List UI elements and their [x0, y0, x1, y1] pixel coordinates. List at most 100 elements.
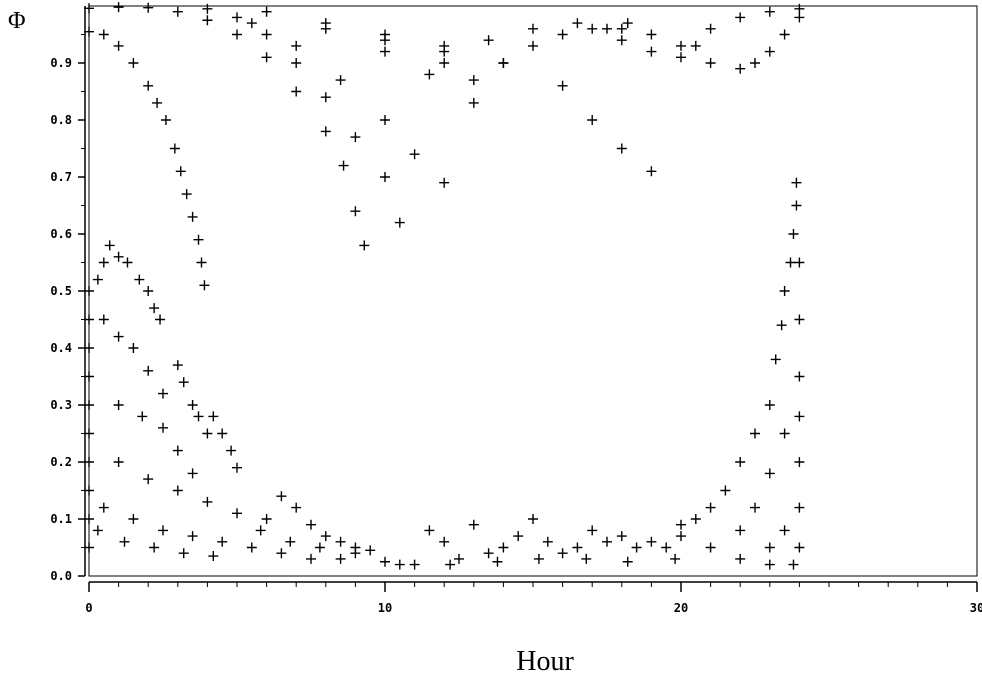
- data-point: [794, 12, 805, 23]
- data-point: [149, 542, 160, 553]
- data-point: [350, 548, 361, 559]
- data-point: [320, 126, 331, 137]
- data-point: [764, 468, 775, 479]
- x-tick-label: 10: [378, 601, 392, 615]
- y-tick-label: 0.3: [50, 398, 72, 412]
- data-point: [572, 542, 583, 553]
- data-point: [128, 514, 139, 524]
- data-point: [394, 217, 405, 228]
- data-point: [202, 3, 213, 14]
- data-point: [439, 58, 450, 68]
- data-point: [705, 502, 716, 513]
- y-tick-label: 0.2: [50, 455, 72, 469]
- data-point: [199, 280, 210, 291]
- data-point: [98, 257, 109, 268]
- data-point: [84, 400, 94, 410]
- data-point: [113, 331, 124, 342]
- data-point: [764, 400, 775, 410]
- y-tick-label: 0.4: [50, 341, 72, 355]
- data-point: [359, 240, 370, 251]
- data-point: [226, 445, 237, 456]
- data-point: [770, 354, 781, 365]
- data-point: [306, 519, 316, 530]
- data-point: [409, 559, 420, 570]
- series-2: [84, 240, 376, 564]
- data-point: [616, 23, 627, 34]
- data-point: [513, 531, 524, 542]
- data-point: [483, 548, 494, 559]
- data-point: [193, 234, 204, 245]
- data-point: [143, 2, 154, 13]
- series-0: [84, 2, 805, 251]
- data-point: [84, 286, 94, 296]
- data-point: [788, 559, 799, 570]
- data-point: [98, 502, 109, 513]
- data-point: [276, 548, 287, 559]
- data-point: [572, 18, 583, 29]
- data-point: [676, 519, 686, 530]
- y-tick-label: 0.0: [50, 569, 72, 583]
- data-point: [705, 58, 716, 68]
- data-point: [202, 496, 213, 507]
- data-point: [779, 428, 790, 439]
- data-point: [217, 428, 228, 439]
- data-point: [187, 400, 198, 410]
- data-point: [498, 58, 509, 68]
- data-point: [320, 531, 331, 542]
- data-point: [84, 3, 94, 14]
- data-point: [764, 559, 775, 570]
- data-point: [113, 40, 124, 51]
- data-point: [468, 75, 479, 86]
- data-point: [335, 553, 346, 564]
- data-point: [468, 97, 479, 108]
- data-point: [350, 132, 361, 143]
- data-point: [424, 69, 435, 80]
- data-point: [113, 457, 124, 467]
- data-point: [483, 35, 494, 46]
- data-point: [750, 428, 760, 439]
- data-point: [750, 502, 760, 513]
- data-point: [137, 411, 148, 422]
- data-point: [84, 343, 94, 353]
- x-tick-label: 30: [970, 601, 982, 615]
- data-point: [178, 548, 189, 559]
- data-point: [291, 502, 302, 513]
- data-point: [208, 411, 219, 422]
- data-point: [172, 6, 183, 17]
- data-point: [92, 274, 103, 285]
- data-point: [128, 58, 139, 68]
- data-point: [365, 545, 376, 556]
- data-point: [670, 553, 681, 564]
- data-point: [794, 411, 805, 422]
- data-point: [735, 525, 746, 536]
- x-tick-label: 0: [85, 601, 92, 615]
- data-point: [439, 46, 450, 57]
- data-point: [676, 52, 686, 63]
- y-tick-label: 0.7: [50, 170, 72, 184]
- data-point: [217, 536, 228, 547]
- data-point: [764, 6, 775, 17]
- data-point: [196, 257, 207, 268]
- data-point: [261, 6, 272, 17]
- data-point: [84, 371, 94, 382]
- data-point: [261, 29, 272, 40]
- data-point: [255, 525, 266, 536]
- data-point: [424, 525, 435, 536]
- data-point: [98, 29, 109, 40]
- data-point: [84, 314, 94, 325]
- data-point: [261, 52, 272, 63]
- data-point: [306, 553, 316, 564]
- data-point: [661, 542, 672, 553]
- data-points: [84, 2, 805, 570]
- x-axis-title: Hour: [516, 646, 574, 677]
- data-point: [380, 115, 390, 125]
- series-1: [84, 26, 210, 291]
- data-point: [587, 525, 598, 536]
- data-point: [143, 286, 154, 296]
- data-point: [113, 251, 124, 262]
- data-point: [113, 2, 124, 13]
- data-point: [178, 377, 189, 388]
- data-point: [646, 46, 657, 57]
- y-axis-ticks: 0.0 0.1 0.2 0.3 0.4 0.5 0.6 0.7 0.8 0.9: [50, 34, 85, 583]
- data-point: [128, 343, 139, 353]
